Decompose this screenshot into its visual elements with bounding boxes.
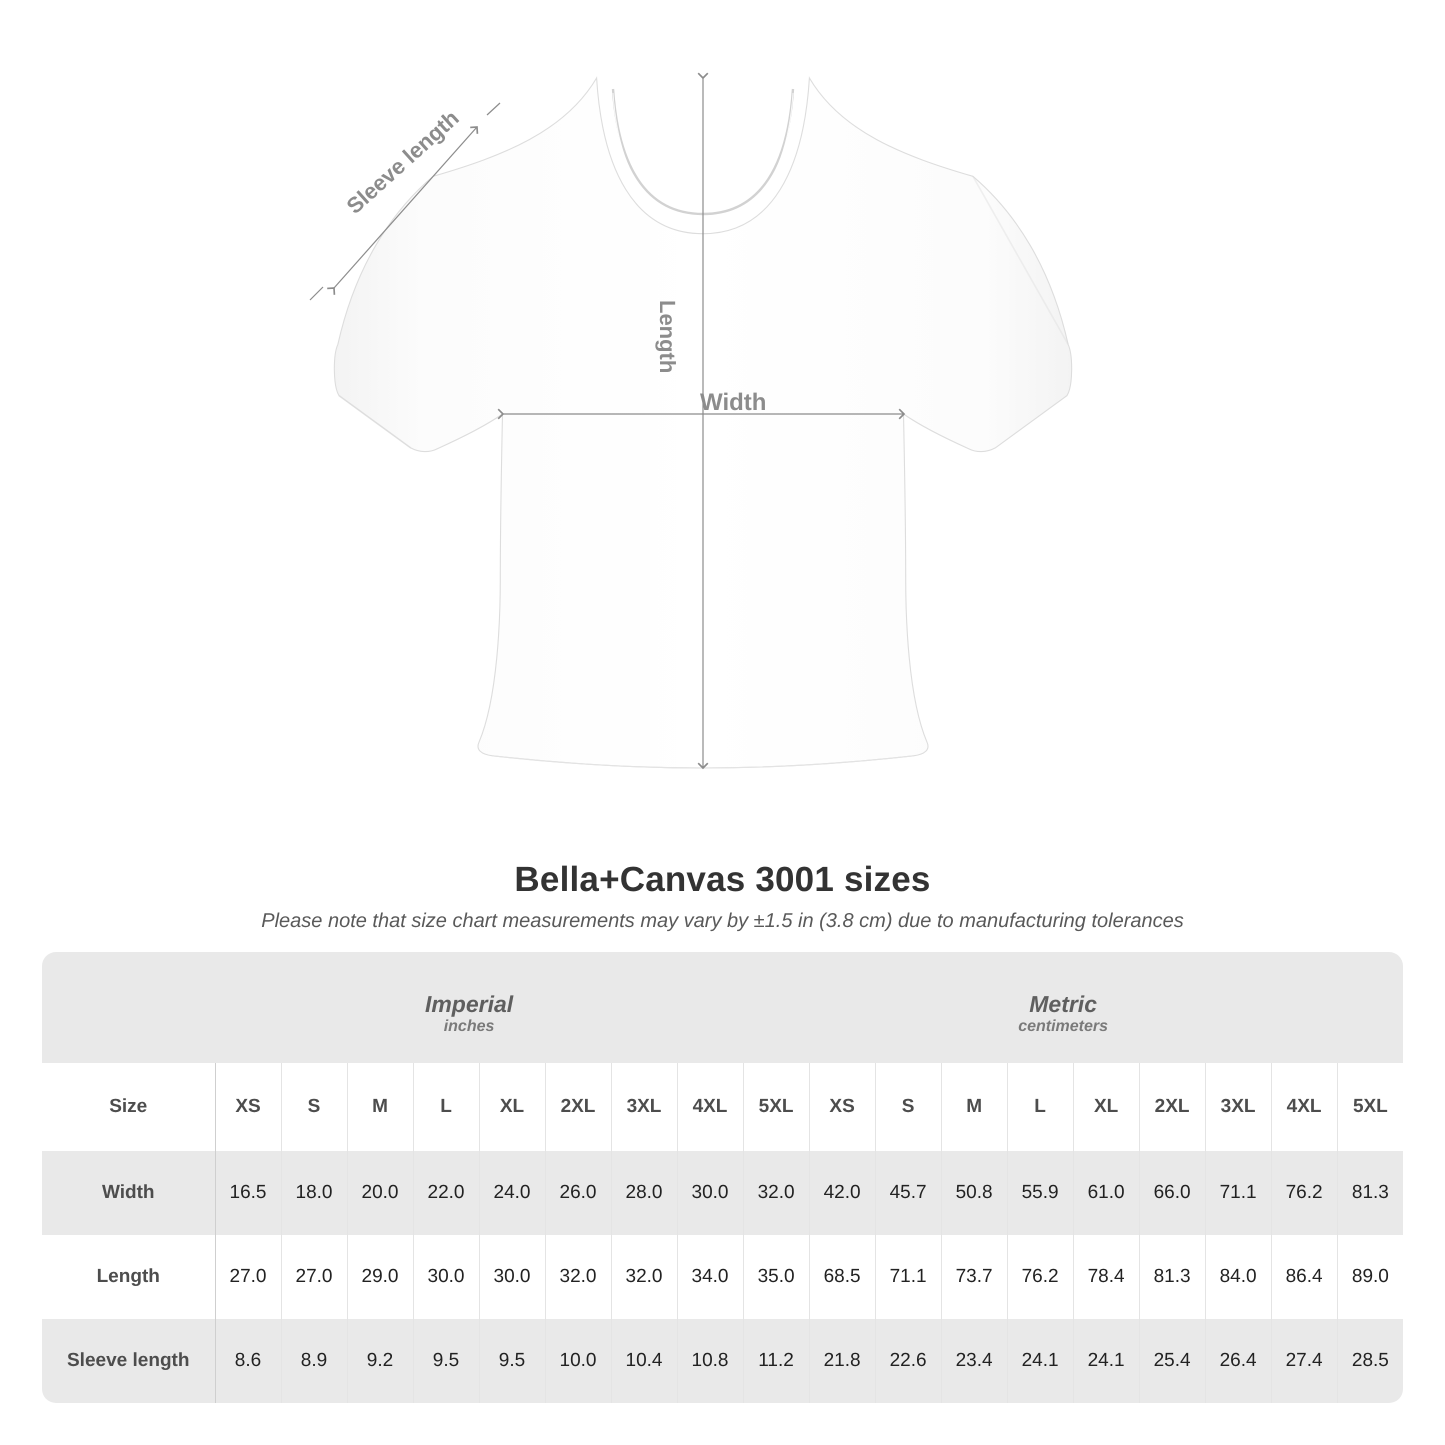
svg-text:Width: Width [700,389,766,416]
svg-text:Length: Length [655,300,680,373]
